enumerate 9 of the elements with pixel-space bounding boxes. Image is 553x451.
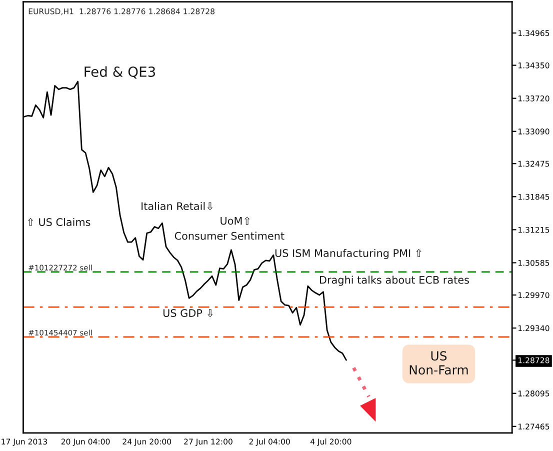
annotation: UoM⇧ [220,216,250,225]
annotation: ⇧ US Claims [28,218,90,226]
text: US Non-Farm [410,351,468,375]
annotation: Draghi talks about ECB rates [320,276,469,286]
annotation: US GDP ⇩ [163,309,213,318]
annotation: Italian Retail⇩ [142,202,213,210]
annotation: Fed & QE3 [84,66,156,79]
annotation: Consumer Sentiment [174,232,284,240]
annotation: US ISM Manufacturing PMI ⇧ [275,248,422,260]
